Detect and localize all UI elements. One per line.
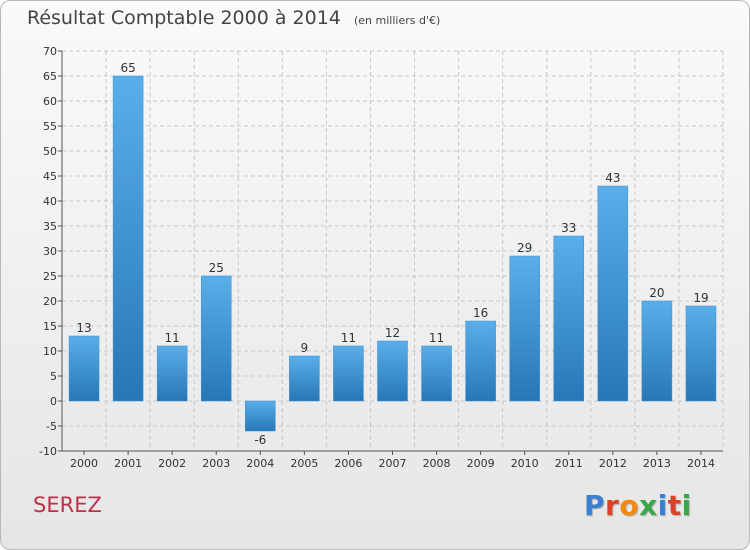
logo-letter: P — [584, 489, 606, 522]
x-tick-label: 2011 — [555, 457, 583, 470]
x-tick-label: 2007 — [379, 457, 407, 470]
data-label-2007: 12 — [385, 326, 400, 340]
data-label-2000: 13 — [76, 321, 91, 335]
bar-2003 — [200, 275, 232, 402]
bar-2002 — [156, 345, 188, 402]
logo-letter: r — [605, 489, 620, 522]
bar-2005 — [289, 355, 320, 402]
data-label-2006: 11 — [341, 331, 356, 345]
chart-title: Résultat Comptable 2000 à 2014 — [27, 7, 341, 29]
y-tick-label: -10 — [39, 445, 57, 458]
data-label-2014: 19 — [693, 291, 708, 305]
data-label-2009: 16 — [473, 306, 488, 320]
x-tick-label: 2013 — [643, 457, 671, 470]
data-label-2010: 29 — [517, 241, 532, 255]
y-tick-label: 20 — [43, 295, 57, 308]
x-tick-label: 2005 — [290, 457, 318, 470]
bar-2006 — [333, 345, 364, 402]
y-tick-label: 50 — [43, 145, 57, 158]
y-tick-label: 45 — [43, 170, 57, 183]
data-label-2002: 11 — [165, 331, 180, 345]
y-tick-label: 70 — [43, 45, 57, 58]
data-label-2005: 9 — [301, 341, 309, 355]
y-tick-label: 10 — [43, 345, 57, 358]
x-tick-label: 2014 — [687, 457, 715, 470]
axes: -10 -5 0 5 10 15 20 25 30 35 40 45 50 55 60 65 70 2000 200… — [39, 45, 723, 470]
bar-2014 — [685, 305, 717, 402]
y-tick-label: 5 — [50, 370, 57, 383]
proxiti-logo: Proxiti — [584, 489, 692, 522]
commune-name: SEREZ — [33, 493, 102, 517]
y-tick-label: -5 — [46, 420, 57, 433]
y-tick-label: 35 — [43, 220, 57, 233]
data-label-2012: 43 — [605, 171, 620, 185]
logo-letter: i — [657, 489, 668, 522]
bar-2011 — [553, 235, 585, 402]
y-tick-label: 0 — [50, 395, 57, 408]
logo-letter: t — [667, 489, 682, 522]
data-label-2008: 11 — [429, 331, 444, 345]
x-tick-label: 2000 — [70, 457, 98, 470]
x-tick-label: 2012 — [599, 457, 627, 470]
data-label-2001: 65 — [120, 61, 135, 75]
logo-letter: o — [619, 489, 640, 522]
x-tick-label: 2003 — [202, 457, 230, 470]
bar-2000 — [68, 335, 100, 402]
x-tick-label: 2006 — [334, 457, 362, 470]
bar-2012 — [597, 185, 629, 402]
chart-subtitle: (en milliers d'€) — [353, 14, 441, 27]
logo-letter: i — [681, 489, 692, 522]
bars — [68, 75, 717, 432]
y-tick-label: 30 — [43, 245, 57, 258]
x-tick-label: 2008 — [423, 457, 451, 470]
y-tick-label: 40 — [43, 195, 57, 208]
x-tick-label: 2001 — [114, 457, 142, 470]
x-tick-label: 2004 — [246, 457, 274, 470]
data-label-2003: 25 — [209, 261, 224, 275]
bar-2013 — [641, 300, 673, 402]
data-label-2011: 33 — [561, 221, 576, 235]
bar-2008 — [421, 345, 452, 402]
x-tick-label: 2009 — [467, 457, 495, 470]
data-label-2004: -6 — [254, 433, 266, 447]
y-tick-label: 60 — [43, 95, 57, 108]
data-label-2013: 20 — [649, 286, 664, 300]
y-tick-label: 65 — [43, 70, 57, 83]
x-tick-label: 2010 — [511, 457, 539, 470]
y-tick-label: 55 — [43, 120, 57, 133]
bar-2009 — [465, 320, 496, 402]
bar-2004 — [245, 400, 276, 432]
bar-2001 — [112, 75, 144, 402]
y-tick-label: 25 — [43, 270, 57, 283]
logo-letter: x — [639, 489, 658, 522]
title-row: Résultat Comptable 2000 à 2014 (en milli… — [27, 7, 440, 29]
x-tick-label: 2002 — [158, 457, 186, 470]
bar-2007 — [377, 340, 408, 402]
bar-2010 — [509, 255, 540, 402]
data-labels: 13 65 11 25 -6 9 11 12 11 16 29 33 43 20 19 — [76, 61, 708, 447]
y-tick-label: 15 — [43, 320, 57, 333]
